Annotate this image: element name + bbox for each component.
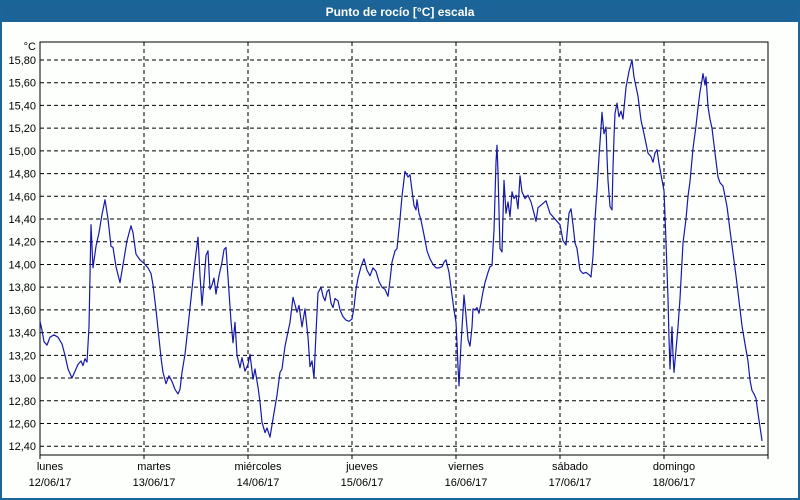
y-tick-label: 15,20 [8,123,36,135]
dew-point-series [39,59,763,442]
x-day-name: lunes [37,461,64,473]
y-tick-label: 15,40 [8,100,36,112]
x-day-date: 12/06/17 [29,477,72,489]
x-day-date: 17/06/17 [549,477,592,489]
y-tick-label: 13,60 [8,305,36,317]
y-tick-label: 12,60 [8,418,36,430]
x-day-date: 16/06/17 [445,477,488,489]
x-day-date: 14/06/17 [237,477,280,489]
y-axis-unit: °C [24,41,36,53]
y-tick-label: 15,00 [8,146,36,158]
y-tick-label: 14,60 [8,191,36,203]
y-tick-label: 14,20 [8,237,36,249]
x-day-date: 13/06/17 [133,477,176,489]
y-tick-label: 12,40 [8,441,36,453]
y-tick-label: 13,00 [8,373,36,385]
x-day-name: miércoles [234,461,282,473]
y-tick-label: 14,80 [8,169,36,181]
y-tick-label: 14,00 [8,259,36,271]
x-day-name: viernes [448,461,484,473]
title-bar: Punto de rocío [°C] escala [2,2,798,22]
y-tick-label: 15,80 [8,55,36,67]
y-tick-label: 13,20 [8,350,36,362]
y-tick-label: 13,80 [8,282,36,294]
y-tick-label: 14,40 [8,214,36,226]
x-day-name: martes [137,461,171,473]
x-day-name: jueves [345,461,378,473]
y-tick-label: 15,60 [8,78,36,90]
y-tick-label: 13,40 [8,328,36,340]
page-title: Punto de rocío [°C] escala [325,5,475,19]
y-tick-label: 12,80 [8,396,36,408]
x-day-name: sábado [552,461,588,473]
x-day-date: 15/06/17 [341,477,384,489]
plot-border [39,41,769,456]
x-day-date: 18/06/17 [653,477,696,489]
x-day-name: domingo [653,461,695,473]
